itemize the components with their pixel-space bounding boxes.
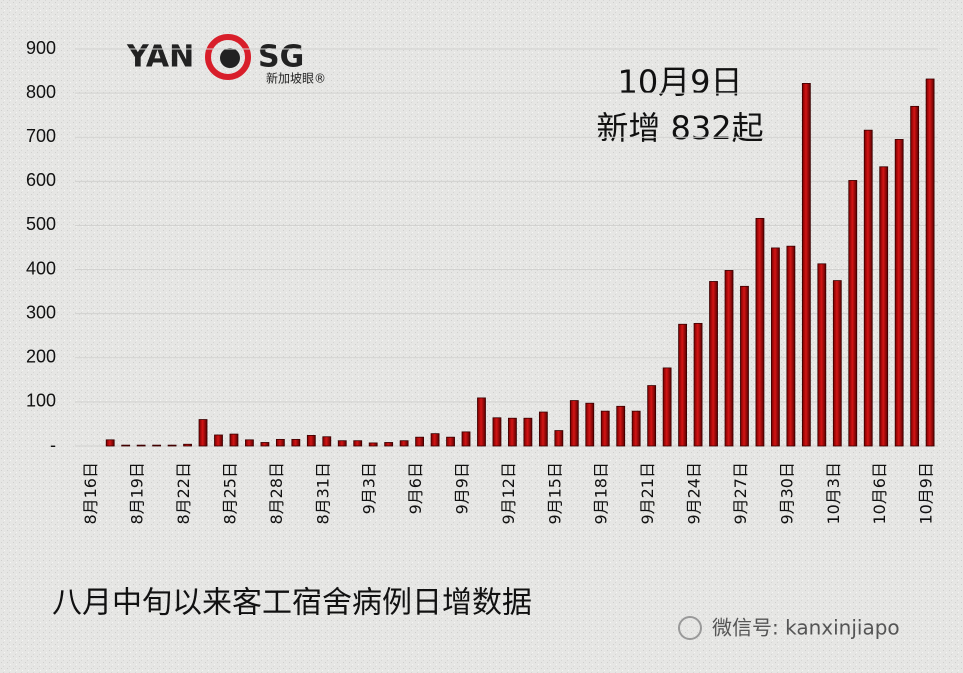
bar <box>817 263 827 447</box>
logo-text: SG <box>258 40 304 75</box>
bar <box>925 78 935 447</box>
y-tick-label: 500 <box>26 214 56 234</box>
x-tick-label: 8月25日 <box>220 462 239 525</box>
x-tick-label: 9月6日 <box>406 462 425 514</box>
bar <box>446 436 455 447</box>
annotation: 新增 832起 <box>596 109 763 147</box>
y-tick-label: 100 <box>26 391 56 411</box>
bar <box>879 166 889 447</box>
bar <box>399 440 409 447</box>
bar <box>260 442 270 447</box>
bar <box>368 442 378 447</box>
watermark: 微信号: kanxinjiapo <box>712 616 900 640</box>
x-tick-label: 9月9日 <box>453 462 472 514</box>
bar <box>430 433 440 447</box>
x-tick-label: 8月16日 <box>81 462 100 525</box>
logo-tagline: 新加坡眼® <box>266 71 326 86</box>
bar <box>786 245 796 447</box>
y-tick-label: 600 <box>26 170 56 190</box>
bar <box>508 417 517 447</box>
x-tick-label: 9月12日 <box>499 462 518 525</box>
bar <box>709 281 718 447</box>
bar <box>631 410 641 447</box>
bar <box>198 419 208 447</box>
y-tick-label: 800 <box>26 82 56 102</box>
bar <box>477 397 486 447</box>
bar <box>647 385 657 447</box>
x-tick-label: 9月27日 <box>731 462 750 525</box>
bar <box>554 430 564 447</box>
bar <box>801 83 811 447</box>
y-tick-label: - <box>50 435 56 455</box>
x-tick-label: 8月31日 <box>313 462 332 525</box>
x-tick-label: 10月3日 <box>824 462 843 525</box>
bar <box>214 434 223 447</box>
bar <box>910 105 920 447</box>
wechat-icon <box>678 616 702 640</box>
bar <box>245 439 254 447</box>
bar <box>848 180 858 447</box>
x-tick-label: 9月21日 <box>638 462 657 525</box>
bar <box>894 139 904 447</box>
x-tick-label: 10月6日 <box>870 462 889 525</box>
bar <box>152 444 162 447</box>
x-tick-label: 8月22日 <box>174 462 193 525</box>
bar <box>384 442 394 447</box>
bar <box>167 444 177 447</box>
bar <box>322 436 332 447</box>
bar <box>415 436 425 447</box>
bar <box>105 439 115 447</box>
bar <box>353 440 363 447</box>
bar <box>121 444 131 447</box>
x-tick-label: 8月19日 <box>128 462 147 525</box>
bar <box>724 270 734 447</box>
x-tick-label: 9月18日 <box>592 462 611 525</box>
bar <box>832 280 842 447</box>
bar <box>678 323 687 447</box>
annotation: 10月9日 <box>617 63 742 101</box>
bar <box>291 438 301 447</box>
y-tick-label: 300 <box>26 302 56 322</box>
y-tick-label: 400 <box>26 258 56 278</box>
x-tick-label: 9月30日 <box>777 462 796 525</box>
bar <box>569 400 579 447</box>
bar <box>183 443 192 447</box>
logo: YAN SG 新加坡眼® <box>126 34 326 86</box>
bar <box>740 285 749 447</box>
logo-eye <box>220 48 240 68</box>
bar <box>755 217 765 447</box>
bar <box>600 410 610 447</box>
y-tick-label: 700 <box>26 126 56 146</box>
bar <box>275 438 285 447</box>
bar <box>306 435 316 447</box>
bar <box>693 322 703 447</box>
x-tick-label: 9月15日 <box>545 462 564 525</box>
chart-title: 八月中旬以来客工宿舍病例日增数据 <box>52 586 532 621</box>
x-tick-label: 10月9日 <box>917 462 936 525</box>
logo-ring <box>205 34 251 80</box>
bar <box>585 402 595 447</box>
y-tick-label: 200 <box>26 347 56 367</box>
x-tick-label: 9月24日 <box>685 462 704 525</box>
logo-text: YAN <box>126 40 194 75</box>
y-tick-label: 900 <box>26 38 56 58</box>
bar <box>136 444 146 447</box>
bar <box>538 411 548 447</box>
bar <box>771 247 780 447</box>
bar <box>492 417 502 447</box>
bar <box>461 431 471 447</box>
bar <box>523 417 533 447</box>
x-tick-label: 9月3日 <box>360 462 379 514</box>
bar <box>229 433 239 447</box>
bar <box>616 405 626 447</box>
bar <box>337 440 347 447</box>
bar <box>863 129 873 447</box>
x-tick-label: 8月28日 <box>267 462 286 525</box>
bar <box>662 367 672 447</box>
